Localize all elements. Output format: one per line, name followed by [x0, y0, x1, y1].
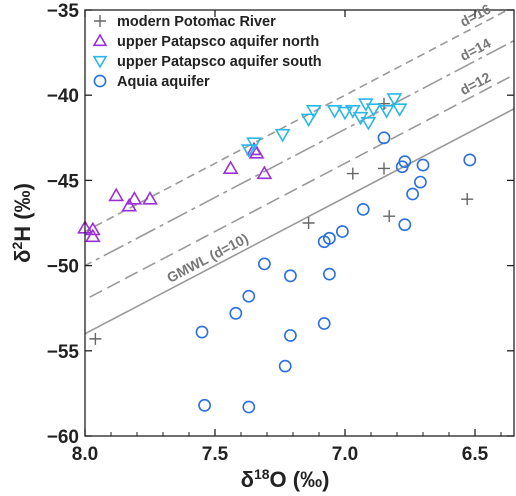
- plus-marker: [383, 210, 396, 223]
- legend: modern Potomac River upper Patapsco aquif…: [92, 14, 322, 90]
- x-axis-title: δ18O (‰): [241, 466, 330, 492]
- circle-marker: [198, 398, 211, 412]
- plus-marker: [302, 217, 315, 229]
- y-tick-label: −50: [47, 257, 79, 278]
- legend-triangle-down-marker: [92, 55, 108, 69]
- reference-line-d16: [85, 10, 510, 233]
- triangle-down-marker: [274, 128, 291, 143]
- y-tick-label: −55: [47, 342, 80, 363]
- triangle-down-marker: [300, 113, 317, 128]
- circle-marker: [398, 155, 412, 169]
- circle-marker: [416, 158, 430, 172]
- y-tick-label: −40: [47, 86, 79, 107]
- triangle-up-marker: [108, 187, 125, 202]
- triangle-down-marker: [305, 105, 322, 119]
- circle-marker: [283, 329, 297, 342]
- triangle-down-marker: [365, 103, 382, 117]
- reference-lines: [85, 10, 514, 335]
- reference-line-label-d12: d=12: [457, 69, 493, 98]
- triangle-down-marker: [360, 116, 377, 131]
- plus-marker: [378, 162, 390, 175]
- legend-label: Aquia aquifer: [117, 74, 210, 90]
- circle-marker: [195, 325, 209, 339]
- data-markers: [77, 93, 477, 414]
- legend-label: upper Patapsco aquifer south: [117, 54, 322, 70]
- legend-circle-marker: [93, 74, 107, 88]
- x-tick-label: 7.0: [332, 444, 358, 465]
- circle-marker: [322, 267, 336, 281]
- plot-frame: [84, 9, 515, 437]
- reference-line-d10: [85, 107, 514, 335]
- circle-marker: [335, 225, 349, 238]
- x-tick-label: 8.0: [72, 444, 98, 465]
- legend-label: upper Patapsco aquifer north: [117, 34, 319, 50]
- circle-marker: [377, 131, 391, 145]
- legend-triangle-up-marker: [92, 33, 108, 47]
- circle-marker: [406, 187, 419, 201]
- circle-marker: [398, 218, 412, 232]
- circle-marker: [317, 317, 331, 330]
- x-tick-label: 7.5: [202, 444, 229, 465]
- reference-line-label-d14: d=14: [457, 35, 493, 64]
- x-tick-label: 6.5: [462, 444, 489, 465]
- triangle-up-marker: [84, 221, 101, 236]
- circle-marker: [413, 175, 427, 189]
- reference-line-label-d10: GMWL (d=10): [164, 230, 251, 286]
- plus-marker: [89, 332, 102, 345]
- y-tick-label: −35: [47, 1, 80, 22]
- triangle-up-marker: [248, 145, 265, 159]
- triangle-up-marker: [142, 191, 158, 205]
- triangle-down-marker: [391, 103, 408, 117]
- triangle-down-marker: [326, 105, 343, 119]
- y-tick-label: −45: [47, 171, 80, 192]
- triangle-up-marker: [126, 191, 143, 205]
- circle-marker: [242, 400, 256, 414]
- triangle-up-marker: [222, 160, 239, 174]
- triangle-up-marker: [121, 197, 138, 212]
- legend-plus-marker: [94, 15, 106, 27]
- circle-marker: [356, 202, 370, 216]
- reference-line-label-d16: d=16: [457, 1, 493, 30]
- triangle-up-marker: [256, 165, 273, 180]
- circle-marker: [229, 306, 243, 320]
- legend-label: modern Potomac River: [117, 14, 276, 30]
- reference-line-d14: [85, 39, 514, 267]
- y-tick-label: −60: [47, 427, 79, 448]
- axis-ticks: 8.0 7.5 7.0 6.5 −35 −40 −45 −50 −55 −60: [47, 1, 514, 465]
- y-axis-title: δ2H (‰): [9, 183, 35, 263]
- triangle-down-marker: [240, 144, 257, 158]
- circle-marker: [242, 289, 256, 303]
- triangle-down-marker: [386, 93, 403, 107]
- triangle-down-marker: [378, 105, 395, 119]
- circle-marker: [278, 359, 292, 373]
- triangle-down-marker: [337, 106, 353, 121]
- triangle-down-marker: [246, 137, 262, 152]
- circle-marker: [257, 257, 271, 271]
- reference-line-d12: [85, 73, 514, 301]
- plus-marker: [346, 167, 359, 180]
- triangle-down-marker: [344, 105, 361, 119]
- triangle-up-marker: [84, 228, 101, 243]
- circle-marker: [283, 269, 297, 283]
- circle-marker: [463, 153, 477, 167]
- circle-marker: [317, 235, 331, 249]
- plus-marker: [461, 193, 474, 206]
